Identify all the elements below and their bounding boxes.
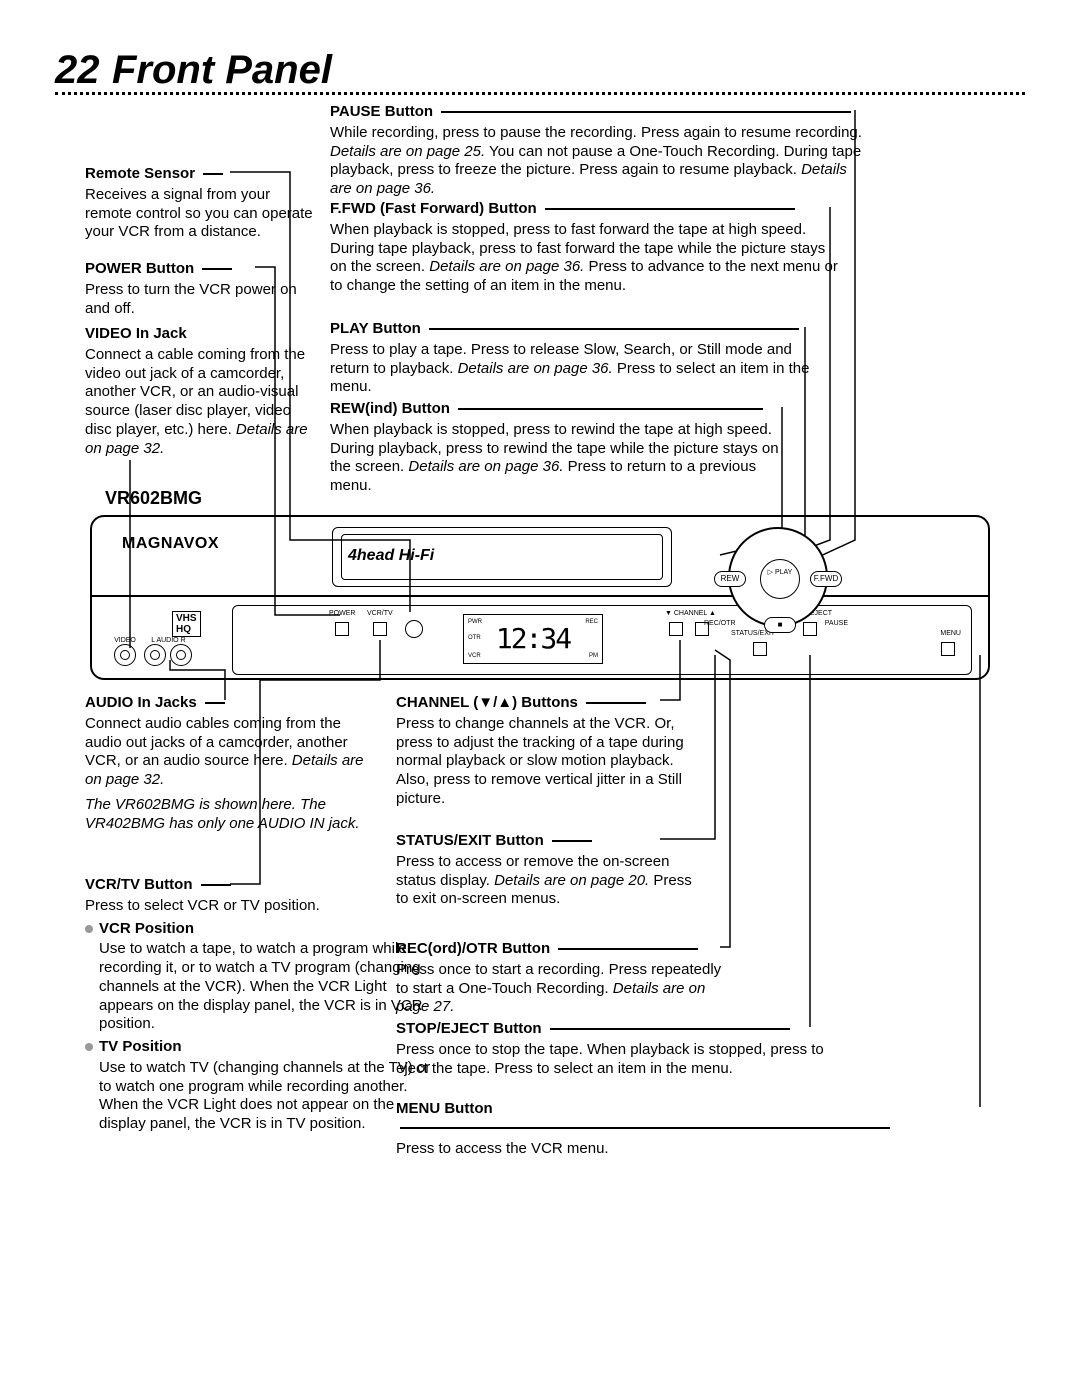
vcrtv-heading: VCR/TV Button: [85, 876, 192, 893]
vcrpos-heading: VCR Position: [99, 920, 194, 937]
tvpos-heading: TV Position: [99, 1038, 182, 1055]
status-button[interactable]: [753, 642, 767, 656]
video-in-block: VIDEO In Jack Connect a cable coming fro…: [85, 325, 315, 458]
stop-block: STOP/EJECT Button Press once to stop the…: [396, 1020, 836, 1078]
control-ring: REW F.FWD ■ ▷ PLAY REC/OTR PAUSE: [728, 527, 828, 627]
page-header: 22 Front Panel: [55, 48, 332, 93]
vcr-indicator: VCR: [468, 653, 481, 659]
status-block: STATUS/EXIT Button Press to access or re…: [396, 832, 696, 909]
remote-sensor-text: Receives a signal from your remote contr…: [85, 186, 315, 242]
remote-sensor-block: Remote Sensor Receives a signal from you…: [85, 165, 315, 242]
power-heading: POWER Button: [85, 260, 194, 277]
channel-heading: CHANNEL (▼/▲) Buttons: [396, 694, 578, 711]
channel-block: CHANNEL (▼/▲) Buttons Press to change ch…: [396, 694, 686, 809]
video-in-jack[interactable]: [114, 644, 136, 666]
rec-block: REC(ord)/OTR Button Press once to start …: [396, 940, 736, 1017]
stop-text: Press once to stop the tape. When playba…: [396, 1041, 836, 1079]
jack-area: VIDEO L AUDIO R: [112, 637, 194, 671]
rec-heading: REC(ord)/OTR Button: [396, 940, 550, 957]
vcrpos-text: Use to watch a tape, to watch a program …: [99, 940, 435, 1034]
play-block: PLAY Button Press to play a tape. Press …: [330, 320, 810, 397]
play-heading: PLAY Button: [330, 320, 421, 337]
ffwd-i: Details are on page 36.: [429, 258, 584, 275]
rew-heading: REW(ind) Button: [330, 400, 450, 417]
menu-heading: MENU Button: [396, 1100, 493, 1117]
model-label: VR602BMG: [105, 488, 202, 509]
audio-in-block: AUDIO In Jacks Connect audio cables comi…: [85, 694, 365, 833]
power-label: POWER: [329, 610, 355, 617]
menu-label: MENU: [940, 630, 961, 637]
channel-text: Press to change channels at the VCR. Or,…: [396, 715, 686, 809]
play-button[interactable]: ▷ PLAY: [760, 559, 800, 599]
pause-t1: While recording, press to pause the reco…: [330, 124, 862, 141]
rec-ring-label: REC/OTR: [704, 620, 736, 627]
audio-r-jack[interactable]: [170, 644, 192, 666]
audio-l-jack[interactable]: [144, 644, 166, 666]
audio-jack-label: L AUDIO R: [142, 637, 194, 644]
ffwd-heading: F.FWD (Fast Forward) Button: [330, 200, 537, 217]
vcrtv-block: VCR/TV Button Press to select VCR or TV …: [85, 876, 435, 1134]
vcrtv-button[interactable]: [373, 622, 387, 636]
remote-sensor-eye: [405, 620, 423, 638]
video-jack-label: VIDEO: [112, 637, 138, 644]
pm-indicator: PM: [589, 653, 598, 659]
status-heading: STATUS/EXIT Button: [396, 832, 544, 849]
page-number: 22: [55, 48, 100, 92]
power-text: Press to turn the VCR power on and off.: [85, 281, 315, 319]
power-button-block: POWER Button Press to turn the VCR power…: [85, 260, 315, 318]
pwr-indicator: PWR: [468, 619, 482, 625]
bullet-icon: [85, 925, 93, 933]
vcr-top-row: MAGNAVOX 4head Hi-Fi REW F.FWD ■ ▷ PLAY …: [92, 517, 988, 597]
ffwd-block: F.FWD (Fast Forward) Button When playbac…: [330, 200, 840, 296]
rew-block: REW(ind) Button When playback is stopped…: [330, 400, 780, 496]
play-i: Details are on page 36.: [458, 360, 613, 377]
rec-indicator: REC: [585, 619, 598, 625]
audio-in-note: The VR602BMG is shown here. The VR402BMG…: [85, 796, 365, 834]
pause-block: PAUSE Button While recording, press to p…: [330, 103, 870, 199]
pause-ring-label: PAUSE: [825, 620, 848, 627]
pause-heading: PAUSE Button: [330, 103, 433, 120]
display-time: 12:34: [496, 622, 570, 655]
stop-ring-button[interactable]: ■: [764, 617, 796, 633]
otr-indicator: OTR: [468, 635, 481, 641]
brand-logo: MAGNAVOX: [122, 535, 219, 553]
channel-down-button[interactable]: [669, 622, 683, 636]
rew-button[interactable]: REW: [714, 571, 746, 587]
menu-block: MENU Button Press to access the VCR menu…: [396, 1100, 836, 1158]
audio-in-heading: AUDIO In Jacks: [85, 694, 197, 711]
status-i: Details are on page 20.: [494, 872, 649, 889]
remote-sensor-heading: Remote Sensor: [85, 165, 195, 182]
video-in-heading: VIDEO In Jack: [85, 325, 187, 342]
vhs-logo: VHS HQ: [172, 611, 201, 637]
tvpos-text: Use to watch TV (changing channels at th…: [99, 1059, 435, 1134]
page-title: Front Panel: [112, 48, 332, 92]
display-panel: PWR OTR VCR 12:34 REC PM: [463, 614, 603, 664]
vcr-device: MAGNAVOX 4head Hi-Fi REW F.FWD ■ ▷ PLAY …: [90, 515, 990, 680]
stopeject-button[interactable]: [803, 622, 817, 636]
rew-i: Details are on page 36.: [408, 458, 563, 475]
hifi-label: 4head Hi-Fi: [344, 547, 438, 565]
vcrtv-label: VCR/TV: [367, 610, 393, 617]
header-divider: [55, 92, 1025, 95]
button-panel: POWER VCR/TV PWR OTR VCR 12:34 REC PM ▼ …: [232, 605, 972, 675]
menu-button[interactable]: [941, 642, 955, 656]
menu-text: Press to access the VCR menu.: [396, 1140, 836, 1159]
pause-i1: Details are on page 25.: [330, 143, 485, 160]
channel-label: ▼ CHANNEL ▲: [665, 610, 716, 617]
stop-heading: STOP/EJECT Button: [396, 1020, 542, 1037]
bullet-icon-2: [85, 1043, 93, 1051]
vcrtv-text: Press to select VCR or TV position.: [85, 897, 435, 916]
ffwd-button[interactable]: F.FWD: [810, 571, 842, 587]
vcr-bottom-row: VHS HQ VIDEO L AUDIO R POWER VCR/TV PWR …: [92, 597, 988, 679]
power-button[interactable]: [335, 622, 349, 636]
